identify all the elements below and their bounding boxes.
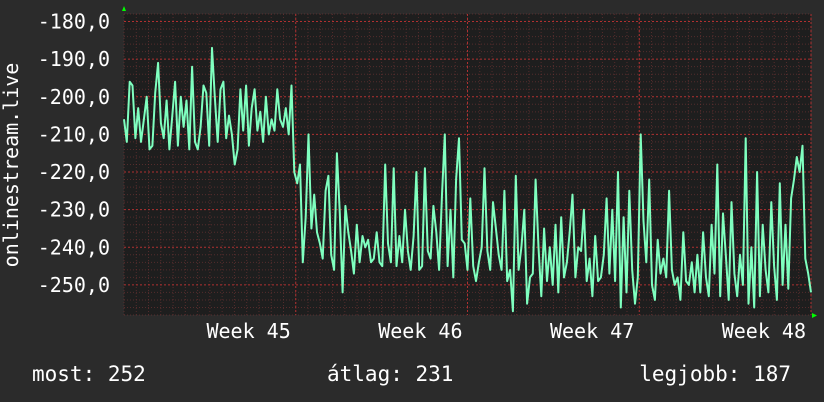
- average-label: átlag:: [327, 362, 403, 386]
- y-axis-label: onlinestream.live: [0, 63, 23, 268]
- best-label: legjobb:: [639, 362, 741, 386]
- line-chart: -180,0 -190,0 -200,0 -210,0 -220,0 -230,0 -240…: [0, 6, 817, 343]
- x-tick-label: Week 45: [206, 319, 290, 343]
- y-tick-label: -240,0: [38, 235, 110, 259]
- average-number: 231: [415, 362, 454, 386]
- grid-major: [124, 14, 812, 315]
- x-tick-label: Week 46: [378, 319, 462, 343]
- average-value: átlag: 231: [327, 362, 453, 386]
- x-tick-label: Week 48: [722, 319, 806, 343]
- series-line: [123, 46, 812, 313]
- y-tick-label: -210,0: [38, 122, 110, 146]
- current-number: 252: [107, 362, 146, 386]
- best-number: 187: [753, 362, 791, 386]
- y-tick-label: -230,0: [38, 198, 110, 222]
- x-tick-labels: Week 45 Week 46 Week 47 Week 48: [206, 319, 806, 343]
- x-tick-label: Week 47: [550, 319, 634, 343]
- y-axis-arrow-icon: [122, 6, 126, 11]
- y-tick-labels: -180,0 -190,0 -200,0 -210,0 -220,0 -230,0 -240…: [38, 10, 110, 297]
- y-tick-label: -250,0: [38, 273, 110, 297]
- y-tick-label: -220,0: [38, 160, 110, 184]
- x-axis-arrow-icon: [812, 313, 817, 318]
- y-tick-label: -180,0: [38, 10, 110, 34]
- best-value: legjobb: 187: [639, 362, 791, 386]
- y-tick-label: -190,0: [38, 47, 110, 71]
- y-tick-label: -200,0: [38, 85, 110, 109]
- current-label: most:: [32, 362, 96, 386]
- axis-arrows: [122, 6, 817, 318]
- current-value: most: 252: [32, 362, 146, 386]
